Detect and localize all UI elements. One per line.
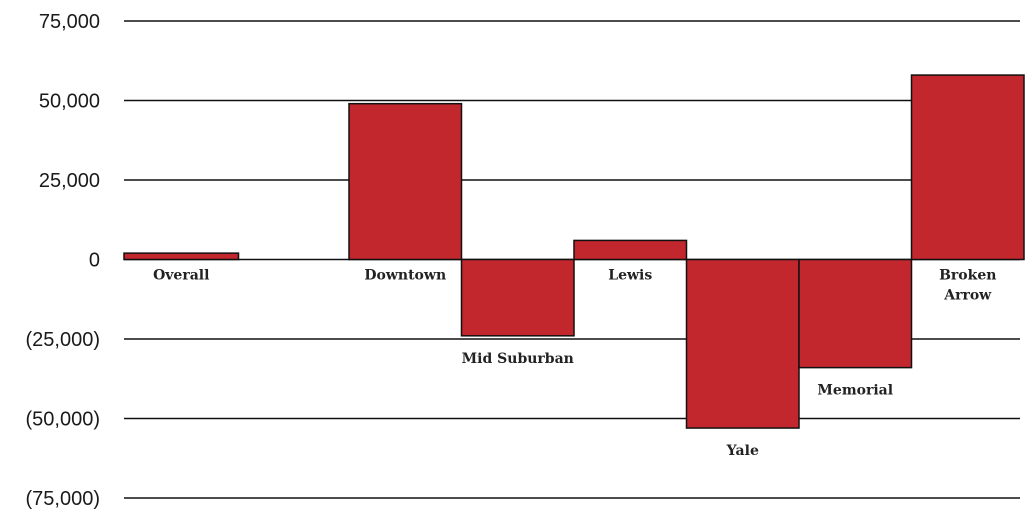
category-label: Broken Arrow (939, 268, 996, 304)
bar-downtown (348, 102, 463, 261)
y-axis-tick-labels: 75,000 50,000 25,000 0 (25,000) (50,000) (75,0… (26, 11, 101, 510)
y-tick-label: (25,000) (26, 329, 101, 351)
category-label: Lewis (608, 268, 652, 284)
bar-yale (685, 258, 800, 429)
y-tick-label: 25,000 (39, 170, 100, 192)
bar-broken-arrow (910, 74, 1025, 261)
category-label: Mid Suburban (462, 351, 574, 367)
category-label: Memorial (817, 383, 893, 399)
gridlines (124, 20, 1020, 499)
bars (123, 74, 1025, 429)
bar-lewis (573, 239, 688, 261)
y-tick-label: 50,000 (39, 91, 100, 113)
category-labels: Overall Downtown Mid Suburban Lewis Yale Memo… (153, 268, 996, 460)
category-label: Overall (153, 268, 209, 284)
y-tick-label: 75,000 (39, 11, 100, 33)
bar-overall (123, 252, 240, 261)
y-tick-label: 0 (89, 250, 100, 272)
bar-mid-suburban (460, 258, 575, 337)
bar-memorial (798, 258, 913, 369)
category-label: Downtown (364, 268, 446, 284)
y-tick-label: (50,000) (26, 409, 101, 431)
y-tick-label: (75,000) (26, 488, 101, 510)
category-label: Yale (726, 443, 759, 459)
